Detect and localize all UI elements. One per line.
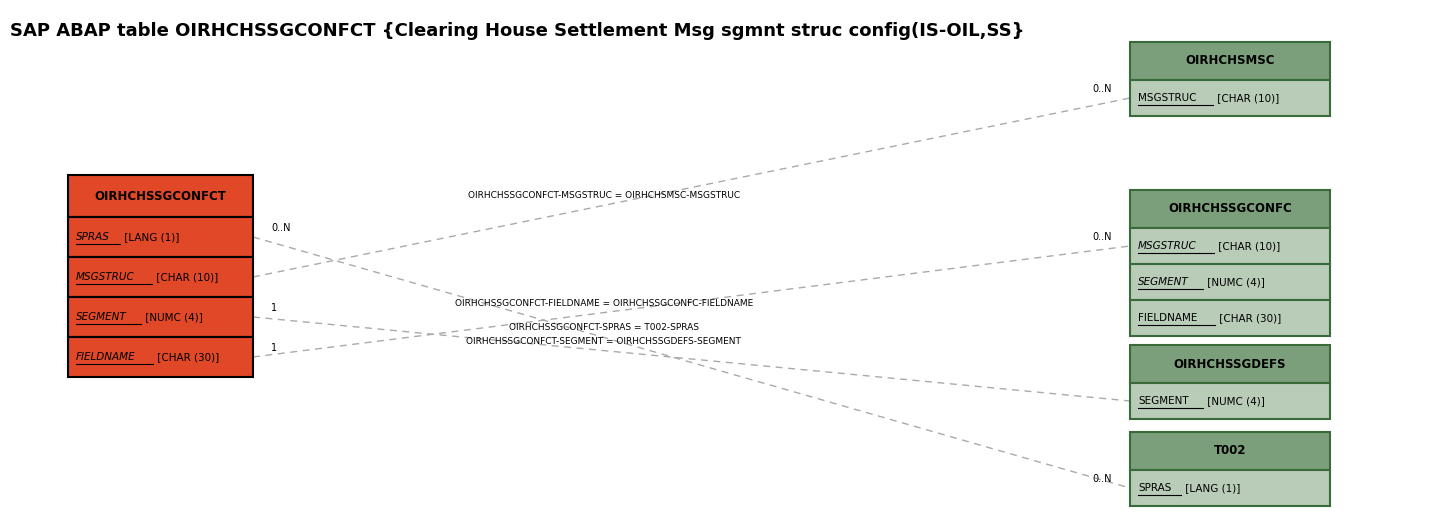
Text: MSGSTRUC: MSGSTRUC xyxy=(1138,93,1197,103)
Text: SAP ABAP table OIRHCHSSGCONFCT {Clearing House Settlement Msg sgmnt struc config: SAP ABAP table OIRHCHSSGCONFCT {Clearing… xyxy=(10,22,1025,40)
Bar xyxy=(1129,300,1331,336)
Bar xyxy=(1129,264,1331,300)
Text: SPRAS: SPRAS xyxy=(76,232,109,242)
Bar xyxy=(1129,432,1331,470)
Text: [CHAR (10)]: [CHAR (10)] xyxy=(1214,241,1280,251)
Bar xyxy=(1129,80,1331,116)
Text: 0..N: 0..N xyxy=(1092,474,1112,484)
Bar xyxy=(1129,383,1331,419)
Text: [CHAR (30)]: [CHAR (30)] xyxy=(154,352,220,362)
Text: T002: T002 xyxy=(1214,444,1246,457)
Text: MSGSTRUC: MSGSTRUC xyxy=(76,272,135,282)
Text: SEGMENT: SEGMENT xyxy=(1138,277,1188,287)
Text: OIRHCHSSGCONFCT: OIRHCHSSGCONFCT xyxy=(95,190,227,202)
Bar xyxy=(1129,228,1331,264)
Bar xyxy=(68,175,253,217)
Bar xyxy=(1129,190,1331,228)
Text: SEGMENT: SEGMENT xyxy=(1138,396,1188,406)
Text: [CHAR (10)]: [CHAR (10)] xyxy=(152,272,218,282)
Text: FIELDNAME: FIELDNAME xyxy=(76,352,135,362)
Text: OIRHCHSSGCONFCT-SPRAS = T002-SPRAS: OIRHCHSSGCONFCT-SPRAS = T002-SPRAS xyxy=(509,323,698,332)
Bar xyxy=(68,217,253,257)
Text: [LANG (1)]: [LANG (1)] xyxy=(1183,483,1240,493)
Text: FIELDNAME: FIELDNAME xyxy=(1138,313,1197,323)
Bar xyxy=(68,257,253,297)
Text: [LANG (1)]: [LANG (1)] xyxy=(121,232,180,242)
Bar xyxy=(1129,470,1331,506)
Text: [CHAR (10)]: [CHAR (10)] xyxy=(1214,93,1280,103)
Text: OIRHCHSSGCONFCT-FIELDNAME = OIRHCHSSGCONFC-FIELDNAME: OIRHCHSSGCONFCT-FIELDNAME = OIRHCHSSGCON… xyxy=(454,299,753,307)
Text: [NUMC (4)]: [NUMC (4)] xyxy=(142,312,204,322)
Bar xyxy=(68,337,253,377)
Text: 1: 1 xyxy=(272,343,277,353)
Text: [CHAR (30)]: [CHAR (30)] xyxy=(1216,313,1280,323)
Text: SPRAS: SPRAS xyxy=(1138,483,1171,493)
Text: MSGSTRUC: MSGSTRUC xyxy=(1138,241,1197,251)
Text: [NUMC (4)]: [NUMC (4)] xyxy=(1204,396,1265,406)
Text: OIRHCHSSGCONFCT-SEGMENT = OIRHCHSSGDEFS-SEGMENT: OIRHCHSSGCONFCT-SEGMENT = OIRHCHSSGDEFS-… xyxy=(467,337,741,346)
Text: OIRHCHSSGDEFS: OIRHCHSSGDEFS xyxy=(1174,357,1286,370)
Text: 1: 1 xyxy=(272,303,277,313)
Text: 0..N: 0..N xyxy=(272,223,290,233)
Text: SEGMENT: SEGMENT xyxy=(76,312,126,322)
Text: 0..N: 0..N xyxy=(1092,84,1112,94)
Text: [NUMC (4)]: [NUMC (4)] xyxy=(1204,277,1266,287)
Text: OIRHCHSSGCONFC: OIRHCHSSGCONFC xyxy=(1168,202,1292,215)
Text: OIRHCHSMSC: OIRHCHSMSC xyxy=(1186,55,1275,67)
Bar xyxy=(68,297,253,337)
Bar xyxy=(1129,345,1331,383)
Text: 0..N: 0..N xyxy=(1092,232,1112,242)
Bar xyxy=(1129,42,1331,80)
Text: OIRHCHSSGCONFCT-MSGSTRUC = OIRHCHSMSC-MSGSTRUC: OIRHCHSSGCONFCT-MSGSTRUC = OIRHCHSMSC-MS… xyxy=(467,192,740,200)
